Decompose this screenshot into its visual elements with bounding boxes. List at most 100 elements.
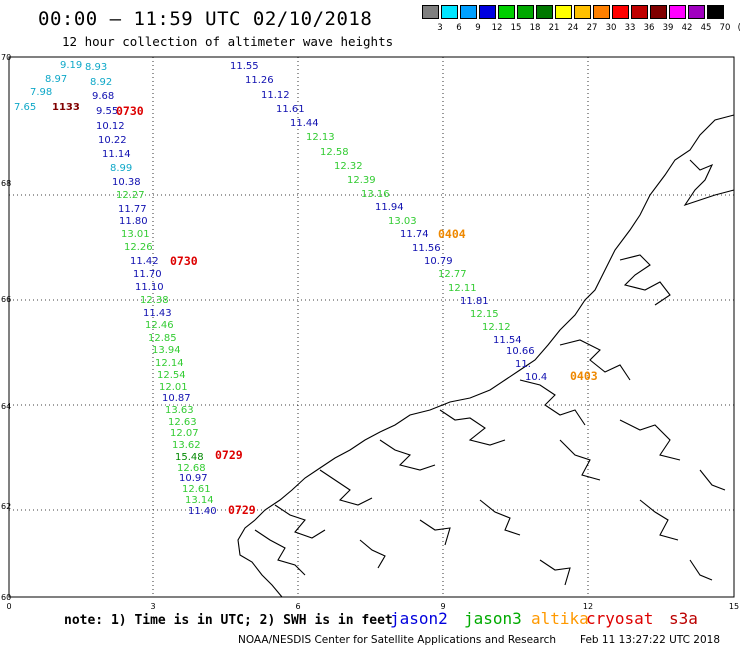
- y-tick-label: 66: [1, 295, 11, 304]
- wave-height-value: 12.46: [145, 320, 174, 331]
- x-tick-label: 0: [6, 602, 11, 611]
- map-title: 00:00 – 11:59 UTC 02/10/2018: [38, 8, 373, 30]
- legend-swatch: [536, 5, 553, 19]
- wave-height-value: 11.94: [375, 202, 404, 213]
- wave-height-value: 11.56: [412, 243, 441, 254]
- legend-label: 3: [437, 23, 443, 33]
- wave-height-value: 12.85: [148, 333, 177, 344]
- wave-height-value: 12.68: [177, 463, 206, 474]
- legend-label: 30: [605, 23, 617, 33]
- legend-label: 70: [719, 23, 731, 33]
- legend-swatch: [593, 5, 610, 19]
- legend-label: 21: [548, 23, 560, 33]
- legend-label: (ft): [734, 23, 740, 33]
- wave-height-value: 12.38: [140, 295, 169, 306]
- wave-height-value: 12.77: [438, 269, 467, 280]
- pass-time-label: 0729: [228, 503, 256, 517]
- wave-height-value: 13.03: [388, 216, 417, 227]
- footer-timestamp: Feb 11 13:27:22 UTC 2018: [580, 634, 720, 646]
- wave-height-value: 11.: [515, 359, 531, 370]
- wave-height-value: 13.16: [361, 189, 390, 200]
- legend-label: 12: [491, 23, 503, 33]
- x-tick-label: 12: [583, 602, 593, 611]
- x-tick-label: 3: [150, 602, 155, 611]
- wave-height-value: 8.99: [110, 163, 132, 174]
- wave-height-value: 10.4: [525, 372, 547, 383]
- legend-swatch: [555, 5, 572, 19]
- axis-tick-labels: 0 3 6 9 12 15 70 68 66 64 62 60: [1, 53, 739, 611]
- pass-time-label: 0404: [438, 227, 466, 241]
- wave-height-value: 11.54: [493, 335, 522, 346]
- wave-height-value: 12.01: [159, 382, 188, 393]
- wave-height-value: 11.70: [133, 269, 162, 280]
- wave-height-value: 11.26: [245, 75, 274, 86]
- legend-label: 33: [624, 23, 636, 33]
- y-tick-label: 60: [1, 593, 11, 602]
- wave-height-value: 13.62: [172, 440, 201, 451]
- legend-label: 15: [510, 23, 522, 33]
- wave-height-value: 8.97: [45, 74, 67, 85]
- x-tick-label: 6: [295, 602, 300, 611]
- legend-swatch: [517, 5, 534, 19]
- wave-height-value: 12.61: [182, 484, 211, 495]
- pass-time-labels: 0730 0404 0730 0729 0729 0403: [116, 104, 598, 517]
- legend-swatch: [498, 5, 515, 19]
- legend-swatch: [669, 5, 686, 19]
- legend-swatch: [707, 5, 724, 19]
- y-tick-label: 68: [1, 179, 11, 188]
- legend-swatch: [574, 5, 591, 19]
- legend-swatch: [612, 5, 629, 19]
- wave-height-value: 11.80: [119, 216, 148, 227]
- wave-height-value: 12.58: [320, 147, 349, 158]
- x-tick-label: 15: [729, 602, 739, 611]
- satellite-legend-jason2: jason2: [390, 609, 448, 628]
- wave-height-value: 12.39: [347, 175, 376, 186]
- pass-time-label: 0730: [116, 104, 144, 118]
- wave-height-value: 12.26: [124, 242, 153, 253]
- wave-height-value: 11.14: [102, 149, 131, 160]
- legend-swatch: [631, 5, 648, 19]
- wave-height-value: 12.12: [482, 322, 511, 333]
- wave-height-value: 12.11: [448, 283, 477, 294]
- y-tick-label: 70: [1, 53, 11, 62]
- wave-height-value: 10.38: [112, 177, 141, 188]
- wave-height-value: 12.63: [168, 417, 197, 428]
- wave-height-value: 11.81: [460, 296, 489, 307]
- wave-height-value: 13.63: [165, 405, 194, 416]
- wave-height-value: 11.61: [276, 104, 305, 115]
- wave-height-value: 8.92: [90, 77, 112, 88]
- wave-height-value: 11.10: [135, 282, 164, 293]
- wave-height-value: 12.54: [157, 370, 186, 381]
- legend-label: 45: [700, 23, 712, 33]
- note-text: note: 1) Time is in UTC; 2) SWH is in fe…: [64, 613, 393, 628]
- legend-label: 24: [567, 23, 579, 33]
- wave-height-value: 12.14: [155, 358, 184, 369]
- wave-height-value: 1133: [52, 102, 80, 113]
- wave-height-value: 11.74: [400, 229, 429, 240]
- wave-height-value: 11.55: [230, 61, 259, 72]
- wave-height-value: 10.79: [424, 256, 453, 267]
- wave-height-value: 11.42: [130, 256, 159, 267]
- wave-height-value: 10.87: [162, 393, 191, 404]
- legend-swatch: [688, 5, 705, 19]
- wave-height-value: 13.01: [121, 229, 150, 240]
- wave-height-value: 9.19: [60, 60, 82, 71]
- y-tick-label: 64: [1, 402, 11, 411]
- legend-label: 27: [586, 23, 598, 33]
- legend-label: 42: [681, 23, 693, 33]
- wave-height-value: 13.14: [185, 495, 214, 506]
- wave-height-value: 13.94: [152, 345, 181, 356]
- legend-swatch: [441, 5, 458, 19]
- legend-swatch: [460, 5, 477, 19]
- wave-height-value: 7.65: [14, 102, 36, 113]
- wave-height-value: 12.32: [334, 161, 363, 172]
- pass-time-label: 0730: [170, 254, 198, 268]
- pass-time-label: 0403: [570, 369, 598, 383]
- wave-height-value: 11.43: [143, 308, 172, 319]
- grid-lines: [9, 57, 734, 597]
- legend-swatch: [422, 5, 439, 19]
- wave-height-value: 12.07: [170, 428, 199, 439]
- wave-height-value: 15.48: [175, 452, 204, 463]
- wave-height-value: 10.12: [96, 121, 125, 132]
